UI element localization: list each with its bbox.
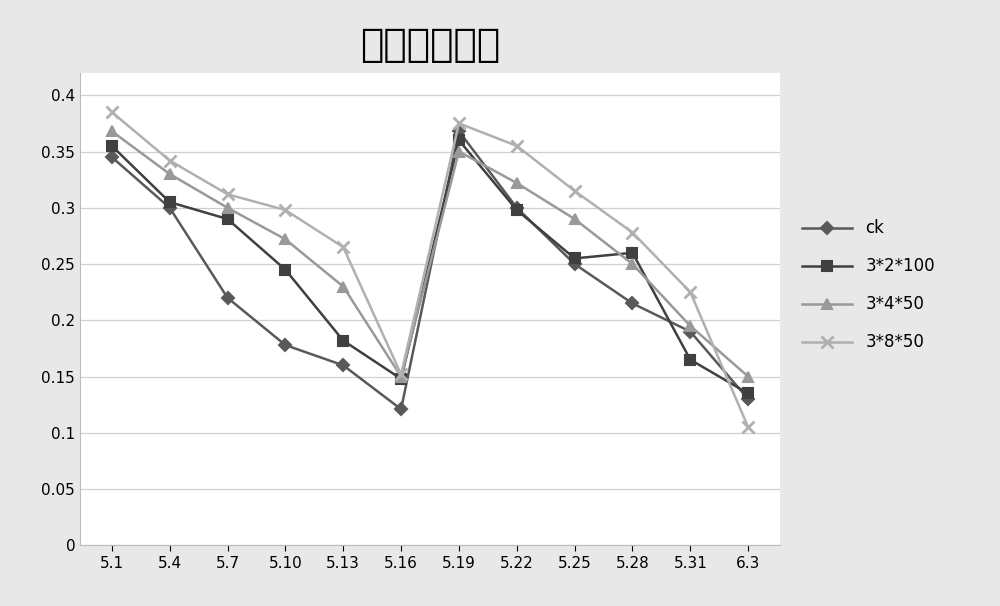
ck xyxy=(106,153,118,161)
3*4*50 xyxy=(279,236,291,243)
3*8*50 xyxy=(222,191,234,198)
3*4*50 xyxy=(453,148,465,155)
Legend: ck, 3*2*100, 3*4*50, 3*8*50: ck, 3*2*100, 3*4*50, 3*8*50 xyxy=(795,213,942,358)
Line: ck: ck xyxy=(108,127,752,413)
3*2*100 xyxy=(684,356,696,364)
Title: 土壤水分含量: 土壤水分含量 xyxy=(360,26,500,64)
3*4*50 xyxy=(395,373,407,380)
Line: 3*4*50: 3*4*50 xyxy=(107,127,753,381)
3*2*100 xyxy=(395,375,407,382)
ck xyxy=(453,128,465,135)
3*2*100 xyxy=(511,207,523,214)
3*4*50 xyxy=(684,322,696,330)
3*2*100 xyxy=(222,215,234,222)
3*2*100 xyxy=(569,255,581,262)
3*8*50 xyxy=(106,108,118,116)
3*2*100 xyxy=(337,337,349,344)
3*2*100 xyxy=(742,390,754,397)
ck xyxy=(395,405,407,413)
3*2*100 xyxy=(453,136,465,144)
ck xyxy=(337,362,349,369)
ck xyxy=(511,204,523,211)
ck xyxy=(164,204,176,211)
ck xyxy=(222,294,234,301)
3*8*50 xyxy=(279,207,291,214)
ck xyxy=(684,328,696,335)
3*8*50 xyxy=(511,142,523,150)
3*2*100 xyxy=(164,199,176,206)
3*8*50 xyxy=(164,157,176,164)
3*8*50 xyxy=(453,120,465,127)
3*8*50 xyxy=(395,371,407,378)
Line: 3*2*100: 3*2*100 xyxy=(107,135,753,398)
3*2*100 xyxy=(279,266,291,273)
3*4*50 xyxy=(164,170,176,178)
3*4*50 xyxy=(222,204,234,211)
3*4*50 xyxy=(742,373,754,380)
3*8*50 xyxy=(337,244,349,251)
ck xyxy=(569,261,581,268)
3*8*50 xyxy=(626,229,638,236)
3*8*50 xyxy=(742,424,754,431)
3*8*50 xyxy=(684,288,696,296)
ck xyxy=(742,396,754,403)
Line: 3*8*50: 3*8*50 xyxy=(106,107,754,433)
3*4*50 xyxy=(337,283,349,290)
3*4*50 xyxy=(511,179,523,187)
3*4*50 xyxy=(626,261,638,268)
3*2*100 xyxy=(106,142,118,150)
3*4*50 xyxy=(106,128,118,135)
ck xyxy=(626,300,638,307)
3*4*50 xyxy=(569,215,581,222)
3*2*100 xyxy=(626,249,638,256)
3*8*50 xyxy=(569,187,581,195)
ck xyxy=(279,341,291,348)
